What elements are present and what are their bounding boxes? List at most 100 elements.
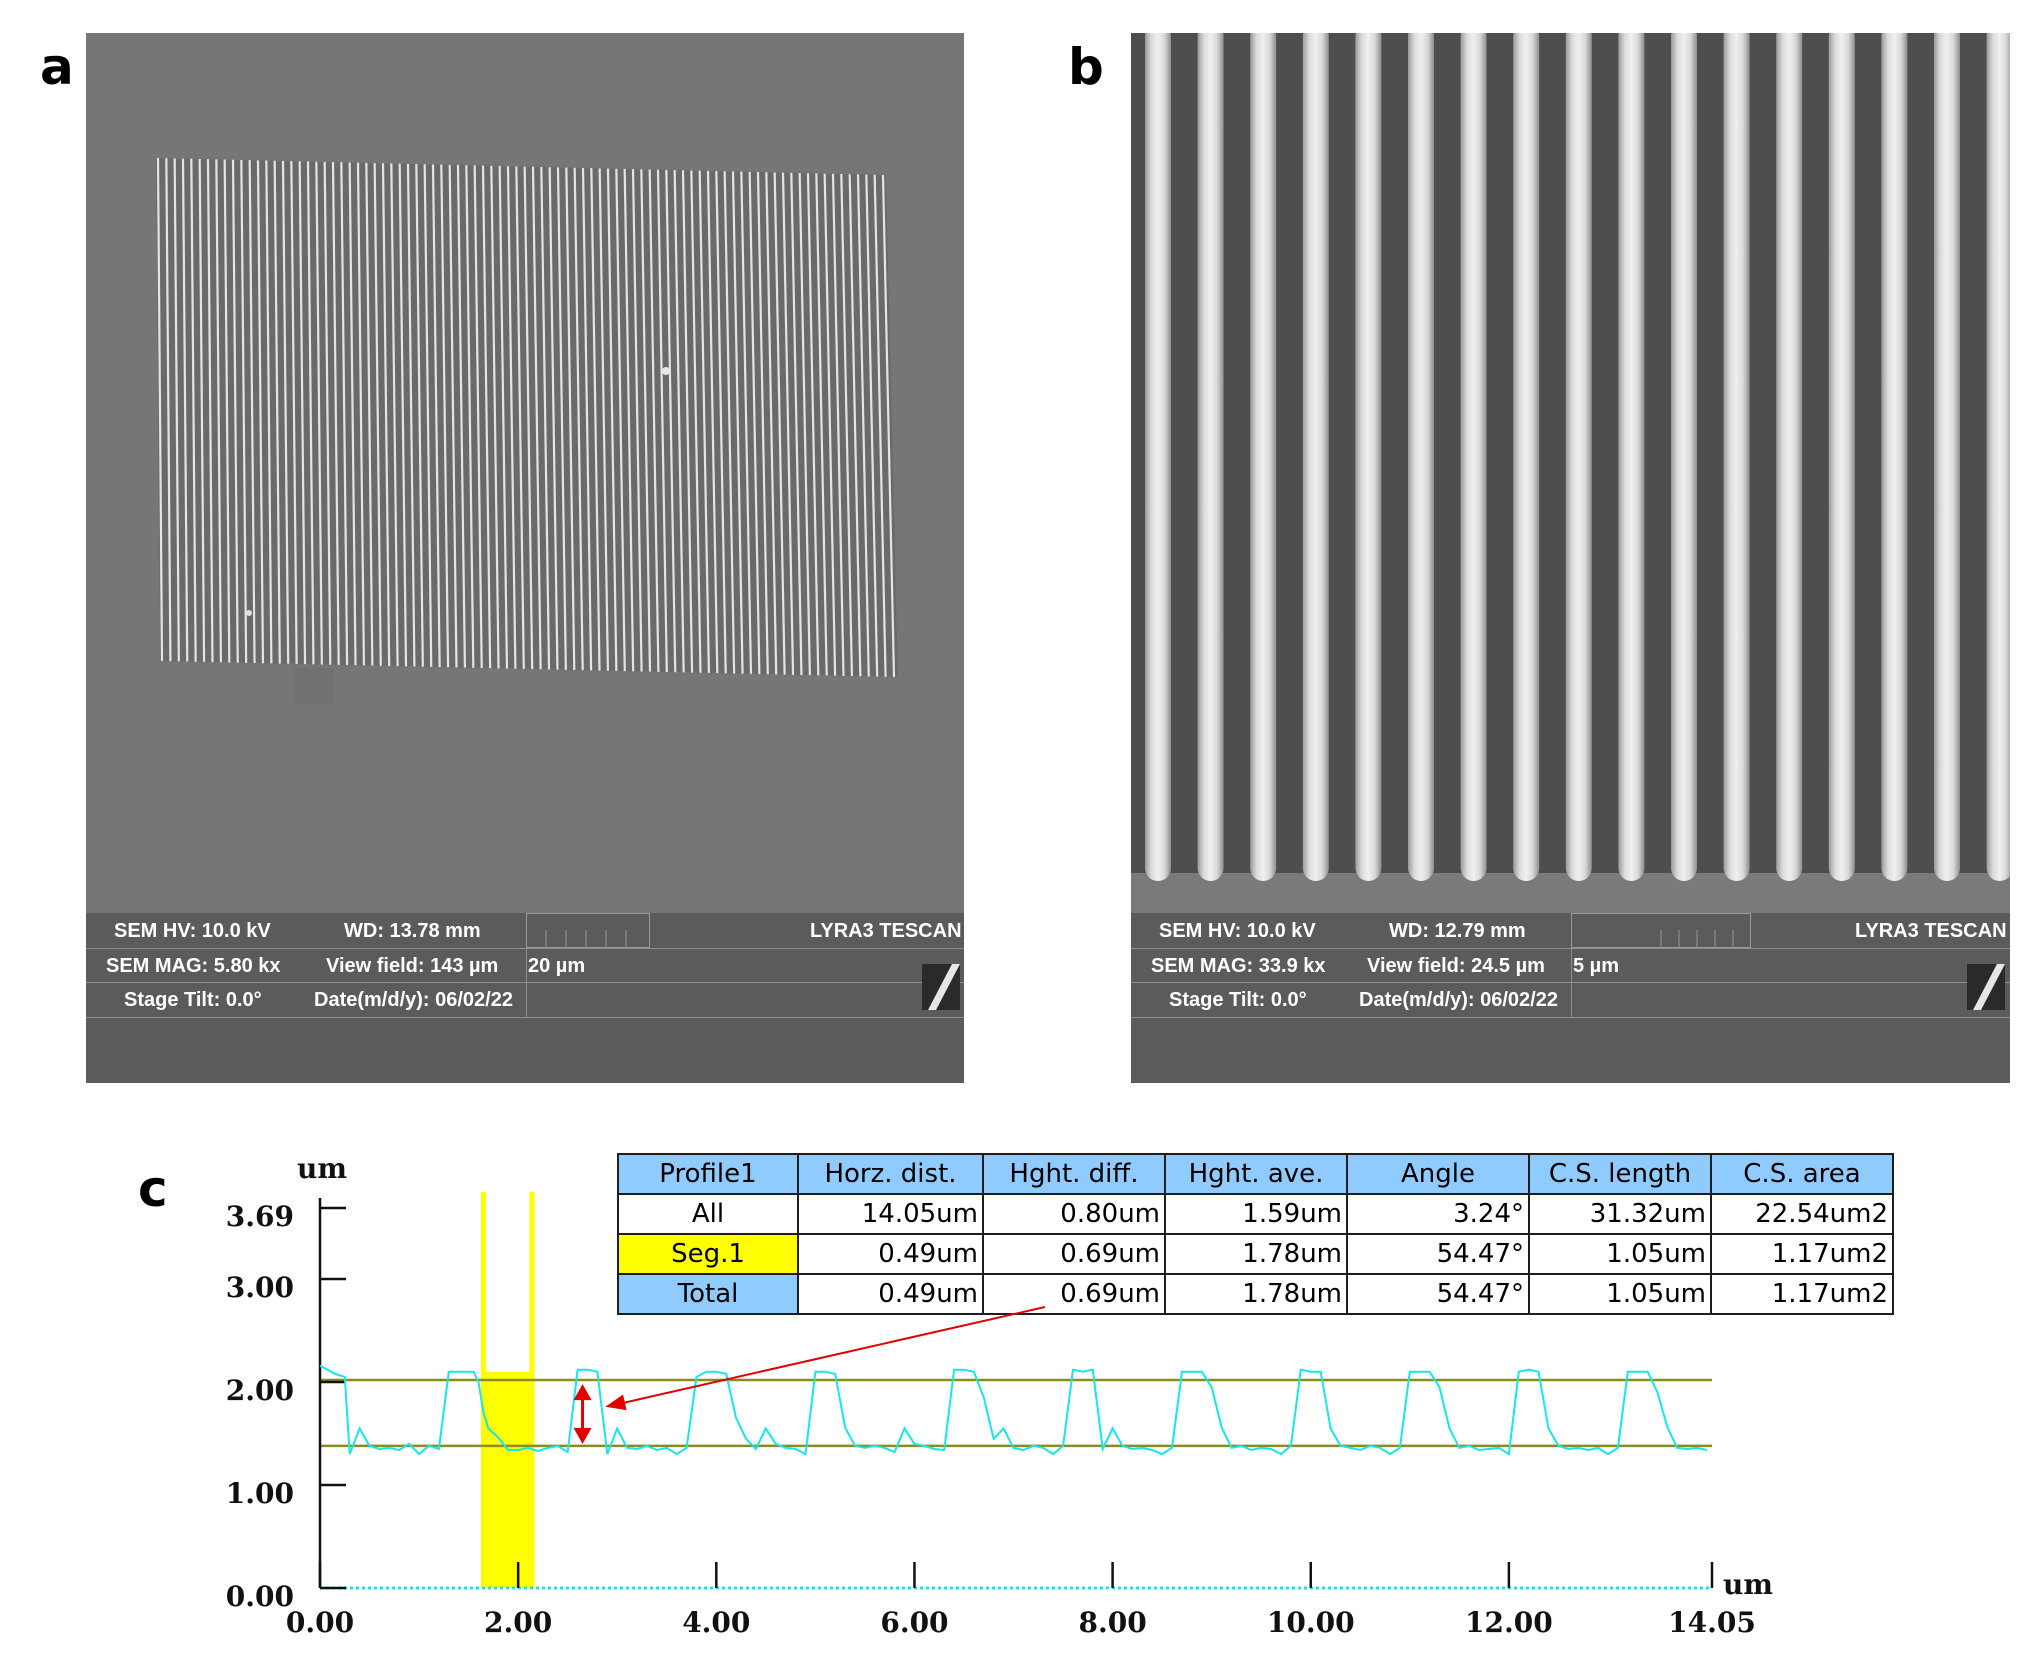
ridge-line [1302, 33, 1329, 881]
table-cell: 0.49um [797, 1273, 984, 1315]
sem-info-bar-b: SEM HV: 10.0 kV WD: 12.79 mm LYRA3 TESCA… [1131, 913, 2010, 1018]
table-cell: 1.05um [1528, 1273, 1712, 1315]
grating-line [640, 169, 652, 672]
sem-wd: WD: 13.78 mm [344, 920, 481, 942]
grating-line [373, 163, 382, 666]
sem-brand: LYRA3 TESCAN [810, 920, 962, 942]
row-label: All [617, 1193, 799, 1235]
grating-line [256, 160, 265, 664]
grating-line [748, 171, 761, 675]
grating-line [840, 173, 854, 677]
height-diff-arrow-head-top [573, 1384, 592, 1401]
grating-line [306, 161, 315, 665]
sem-scale-label: 20 µm [528, 955, 586, 977]
grating-line [565, 167, 576, 671]
grating-line [681, 170, 694, 673]
sem-mag: SEM MAG: 33.9 kx [1151, 955, 1326, 977]
grating-line [415, 164, 424, 667]
ridge-line [1460, 33, 1487, 881]
grating-line [440, 164, 450, 668]
sem-scale-label: 5 µm [1573, 955, 1619, 977]
grating-line [423, 164, 433, 667]
grating-line [723, 171, 736, 674]
sem-info-bar-a: SEM HV: 10.0 kV WD: 13.78 mm LYRA3 TESCA… [86, 913, 964, 1018]
grating-line [573, 167, 584, 671]
grating-line [615, 168, 626, 672]
grating-line [165, 158, 172, 662]
profile-table: Profile1 Horz. dist. Hght. diff. Hght. a… [617, 1153, 1894, 1315]
grating-line [856, 174, 870, 677]
grating-line [473, 165, 483, 669]
grating-line [773, 172, 786, 675]
grating-line [706, 170, 719, 674]
grating-line [456, 165, 466, 668]
grating-line [498, 165, 509, 669]
grating-line [623, 168, 635, 672]
col-header: Horz. dist. [797, 1153, 984, 1195]
ridge-line [1828, 33, 1855, 881]
x-tick-label: 4.00 [682, 1606, 750, 1639]
grating-line [531, 166, 542, 670]
grating-line [240, 159, 248, 663]
table-cell: 14.05um [797, 1193, 984, 1235]
grating-line [381, 163, 391, 666]
grating-line [340, 162, 349, 666]
table-cell: 0.69um [982, 1233, 1166, 1275]
panel-label-b: b [1068, 38, 1104, 96]
grating-line [265, 160, 273, 664]
grating-line [873, 174, 887, 677]
grating-line [156, 157, 164, 662]
ridge-line [1355, 33, 1382, 881]
grating-line [665, 169, 677, 673]
table-cell: 54.47° [1346, 1273, 1530, 1315]
grating-line [790, 172, 803, 675]
y-tick-label: 3.69 [226, 1200, 294, 1233]
col-header: Profile1 [617, 1153, 799, 1195]
grating-line [781, 172, 795, 675]
grating-line [448, 164, 458, 668]
table-cell: 0.49um [797, 1233, 984, 1275]
grating-line [481, 165, 492, 669]
col-header: C.S. area [1710, 1153, 1894, 1195]
grating-line [806, 173, 820, 676]
col-header: Angle [1346, 1153, 1530, 1195]
col-header: Hght. diff. [982, 1153, 1166, 1195]
tescan-logo-icon [1967, 964, 2005, 1010]
tescan-logo-icon [922, 964, 960, 1010]
table-cell: 22.54um2 [1710, 1193, 1894, 1235]
grating-line [698, 170, 710, 673]
grating-line [881, 174, 896, 678]
y-tick-label: 1.00 [226, 1477, 294, 1510]
table-row: All 14.05um 0.80um 1.59um 3.24° 31.32um … [617, 1193, 1894, 1235]
y-tick-label: 0.00 [226, 1580, 294, 1613]
x-tick-label: 6.00 [880, 1606, 948, 1639]
table-cell: 0.69um [982, 1273, 1166, 1315]
grating-line [815, 173, 828, 676]
sem-date: Date(m/d/y): 06/02/22 [1359, 989, 1558, 1011]
table-cell: 0.80um [982, 1193, 1166, 1235]
x-tick-label: 14.05 [1668, 1606, 1756, 1639]
ridge-line [1776, 33, 1803, 881]
x-axis-label: um [1723, 1568, 1773, 1601]
sem-view-field: View field: 143 µm [326, 955, 499, 977]
grating-line [556, 167, 567, 670]
profile-chart: 0.00 1.00 2.00 3.00 3.69 0.00 2.00 4.00 6.00 8.0… [226, 1152, 1773, 1639]
callout-arrow [619, 1306, 1046, 1405]
ridge-line [1881, 33, 1908, 881]
grating-line [398, 163, 408, 667]
table-cell: 54.47° [1346, 1233, 1530, 1275]
grating-line [490, 165, 500, 669]
table-header-row: Profile1 Horz. dist. Hght. diff. Hght. a… [617, 1153, 1894, 1195]
ridge-line [1565, 33, 1592, 881]
row-label: Seg.1 [617, 1233, 799, 1275]
sem-micrograph-a [86, 33, 964, 913]
grating-line [281, 160, 290, 664]
grating-line [798, 173, 811, 676]
segment-highlight [483, 1371, 533, 1588]
grating-line [756, 172, 769, 675]
ridge-line [1618, 33, 1645, 881]
x-tick-label: 12.00 [1465, 1606, 1553, 1639]
y-tick-label: 2.00 [226, 1374, 294, 1407]
ridge-line [1197, 33, 1224, 881]
sem-brand: LYRA3 TESCAN [1855, 920, 2007, 942]
